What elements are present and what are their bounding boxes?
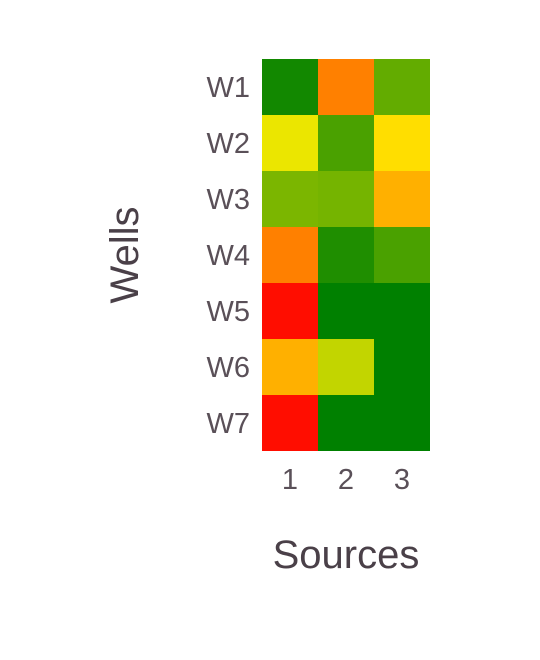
heatmap-cell-w3-3 — [374, 171, 430, 227]
heatmap-cell-w1-2 — [318, 59, 374, 115]
heatmap-cell-w2-2 — [318, 115, 374, 171]
heatmap-cell-w7-1 — [262, 395, 318, 451]
y-tick-label: W5 — [207, 296, 251, 328]
y-tick-label: W1 — [207, 72, 251, 104]
heatmap-cell-w7-2 — [318, 395, 374, 451]
y-axis-title: Wells — [103, 206, 147, 303]
y-tick-label: W4 — [207, 240, 251, 272]
heatmap-cell-w4-2 — [318, 227, 374, 283]
x-tick-label: 3 — [394, 464, 410, 496]
y-tick-label: W6 — [207, 352, 251, 384]
heatmap-cell-w3-1 — [262, 171, 318, 227]
x-tick-labels: 1 2 3 — [282, 464, 410, 496]
x-axis-title: Sources — [273, 533, 420, 577]
heatmap-cell-w7-3 — [374, 395, 430, 451]
heatmap-cell-w2-3 — [374, 115, 430, 171]
heatmap-cell-w6-3 — [374, 339, 430, 395]
heatmap-cell-w4-3 — [374, 227, 430, 283]
heatmap-cell-w1-1 — [262, 59, 318, 115]
y-tick-labels: W1 W2 W3 W4 W5 W6 W7 — [207, 72, 251, 440]
heatmap-cell-w4-1 — [262, 227, 318, 283]
y-tick-label: W3 — [207, 184, 251, 216]
x-tick-label: 1 — [282, 464, 298, 496]
y-tick-label: W7 — [207, 408, 251, 440]
x-tick-label: 2 — [338, 464, 354, 496]
heatmap-cell-w5-3 — [374, 283, 430, 339]
heatmap-cell-w3-2 — [318, 171, 374, 227]
heatmap-cell-w6-2 — [318, 339, 374, 395]
heatmap-cell-w5-1 — [262, 283, 318, 339]
heatmap-cell-w6-1 — [262, 339, 318, 395]
heatmap-cell-w5-2 — [318, 283, 374, 339]
heatmap-cell-w1-3 — [374, 59, 430, 115]
heatmap-cells — [262, 59, 430, 451]
y-tick-label: W2 — [207, 128, 251, 160]
heatmap-cell-w2-1 — [262, 115, 318, 171]
